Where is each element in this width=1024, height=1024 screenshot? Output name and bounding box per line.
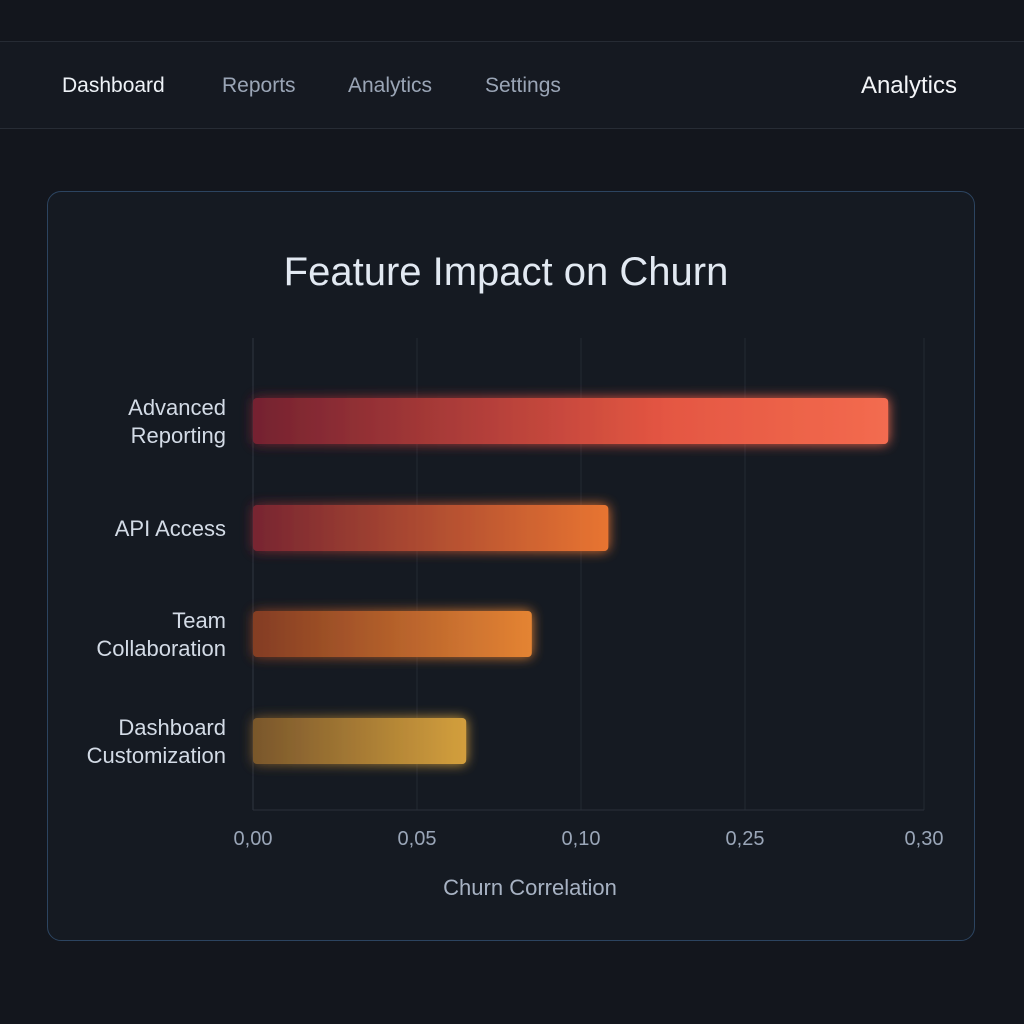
x-tick-label: 0,10 <box>562 828 601 850</box>
page-heading: Analytics <box>860 72 957 99</box>
chart-card <box>47 191 975 941</box>
x-tick-label: 0,00 <box>234 828 273 850</box>
nav-item-settings[interactable]: Settings <box>485 74 561 97</box>
nav-item-dashboard[interactable]: Dashboard <box>62 74 165 97</box>
x-tick-label: 0,05 <box>398 828 437 850</box>
bar-team-collaboration <box>253 611 532 657</box>
nav-item-reports[interactable]: Reports <box>222 74 296 97</box>
chart-title: Feature Impact on Churn <box>283 250 729 294</box>
x-tick-label: 0,30 <box>905 828 944 850</box>
nav-item-analytics[interactable]: Analytics <box>348 74 433 97</box>
bar-advanced-reporting <box>253 398 889 444</box>
category-label: API Access <box>115 516 226 541</box>
bar-api-access <box>253 505 609 551</box>
x-axis-label: Churn Correlation <box>443 875 617 900</box>
category-label: Team Collaboration <box>96 608 226 661</box>
top-divider <box>0 41 1024 42</box>
category-label: Dashboard Customization <box>87 715 226 768</box>
x-tick-label: 0,25 <box>726 828 765 850</box>
category-label: Advanced Reporting <box>128 395 226 448</box>
bar-dashboard-customization <box>253 718 467 764</box>
nav-bar: Dashboard Reports Analytics Settings Ana… <box>0 42 1024 129</box>
